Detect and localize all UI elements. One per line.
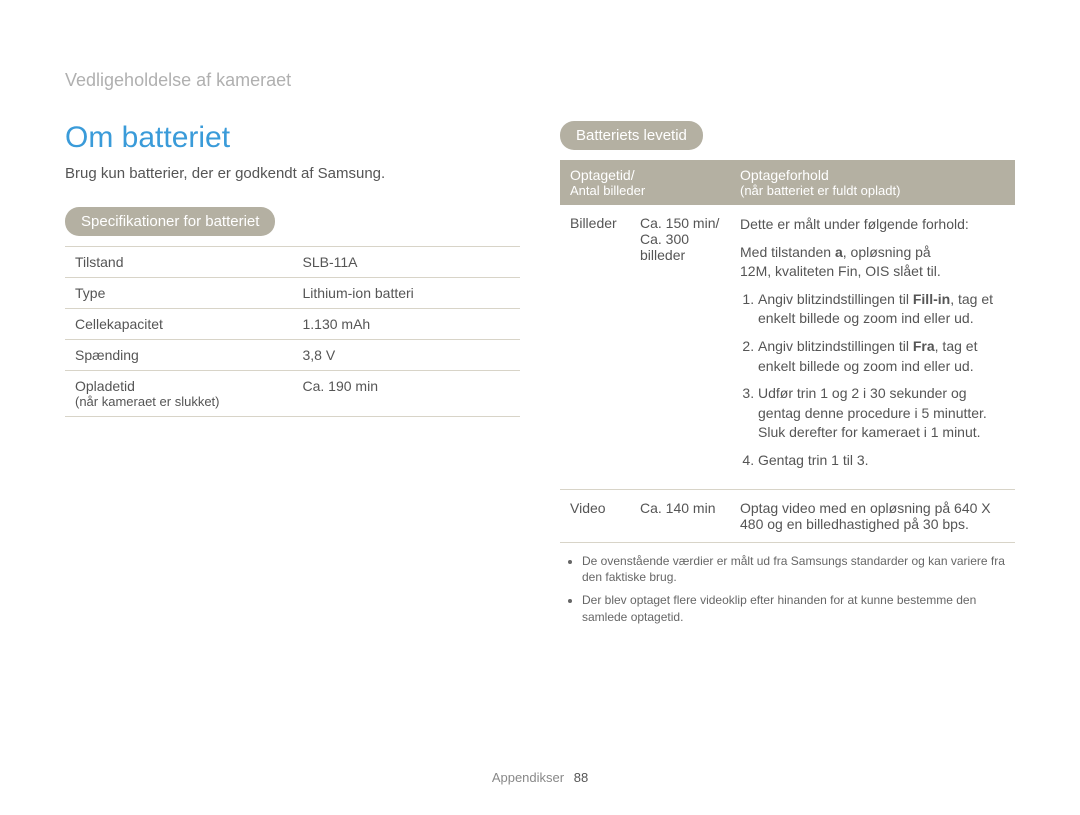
step-bold: Fill-in [913,291,950,307]
step-item: Gentag trin 1 til 3. [758,451,1005,471]
cond-text-span: , opløsning på [843,244,931,260]
cond-text: Med tilstanden a, opløsning på 12M, kval… [740,243,1005,282]
step-item: Angiv blitzindstillingen til Fra, tag et… [758,337,1005,376]
spec-value: SLB-11A [293,247,521,278]
footer-page-number: 88 [574,770,588,785]
columns: Om batteriet Brug kun batterier, der er … [65,121,1015,632]
note-item: De ovenstående værdier er målt ud fra Sa… [582,553,1015,587]
footer-label: Appendikser [492,770,564,785]
table-row: Cellekapacitet 1.130 mAh [65,309,520,340]
spec-table: Tilstand SLB-11A Type Lithium-ion batter… [65,246,520,417]
life-conditions: Dette er målt under følgende forhold: Me… [730,205,1015,489]
life-value-line: billeder [640,247,685,263]
spec-badge: Specifikationer for batteriet [65,207,275,236]
cond-text: Dette er målt under følgende forhold: [740,215,1005,235]
step-text: Angiv blitzindstillingen til [758,291,913,307]
cond-text-span: Med tilstanden [740,244,835,260]
life-conditions: Optag video med en opløsning på 640 X 48… [730,489,1015,542]
step-bold: Fra [913,338,935,354]
table-row: Tilstand SLB-11A [65,247,520,278]
spec-label-text: Opladetid [75,378,135,394]
page-footer: Appendikser 88 [0,770,1080,785]
breadcrumb: Vedligeholdelse af kameraet [65,70,1015,91]
spec-label: Opladetid (når kameraet er slukket) [65,371,293,417]
steps-list: Angiv blitzindstillingen til Fill-in, ta… [740,290,1005,471]
spec-value: Lithium-ion batteri [293,278,521,309]
cond-bold: a [835,244,843,260]
spec-value: 1.130 mAh [293,309,521,340]
step-item: Udfør trin 1 og 2 i 30 sekunder og genta… [758,384,1005,443]
life-table: Optagetid/ Antal billeder Optageforhold … [560,160,1015,543]
life-value-line: Ca. 150 min/ [640,215,719,231]
life-value: Ca. 150 min/ Ca. 300 billeder [630,205,730,489]
spec-label: Tilstand [65,247,293,278]
step-text: Angiv blitzindstillingen til [758,338,913,354]
header-text: (når batteriet er fuldt opladt) [740,183,1005,198]
spec-label: Cellekapacitet [65,309,293,340]
intro-text: Brug kun batterier, der er godkendt af S… [65,165,520,182]
table-header-row: Optagetid/ Antal billeder Optageforhold … [560,160,1015,205]
notes-list: De ovenstående værdier er målt ud fra Sa… [560,553,1015,626]
spec-value: Ca. 190 min [293,371,521,417]
spec-label: Type [65,278,293,309]
life-label: Billeder [560,205,630,489]
header-text: Optagetid/ [570,167,635,183]
header-text: Optageforhold [740,167,829,183]
life-value: Ca. 140 min [630,489,730,542]
life-header-col1: Optagetid/ Antal billeder [560,160,730,205]
right-column: Batteriets levetid Optagetid/ Antal bill… [560,121,1015,632]
table-row: Spænding 3,8 V [65,340,520,371]
life-header-col2: Optageforhold (når batteriet er fuldt op… [730,160,1015,205]
spec-label-sub: (når kameraet er slukket) [75,394,283,409]
spec-label: Spænding [65,340,293,371]
table-row: Opladetid (når kameraet er slukket) Ca. … [65,371,520,417]
life-badge: Batteriets levetid [560,121,703,150]
note-item: Der blev optaget flere videoklip efter h… [582,592,1015,626]
spec-value: 3,8 V [293,340,521,371]
step-item: Angiv blitzindstillingen til Fill-in, ta… [758,290,1005,329]
table-row: Billeder Ca. 150 min/ Ca. 300 billeder D… [560,205,1015,489]
life-label: Video [560,489,630,542]
table-row: Type Lithium-ion batteri [65,278,520,309]
left-column: Om batteriet Brug kun batterier, der er … [65,121,520,632]
table-row: Video Ca. 140 min Optag video med en opl… [560,489,1015,542]
page-title: Om batteriet [65,121,520,155]
header-text: Antal billeder [570,183,720,198]
life-value-line: Ca. 300 [640,231,689,247]
cond-text-span: 12M, kvaliteten Fin, OIS slået til. [740,263,941,279]
